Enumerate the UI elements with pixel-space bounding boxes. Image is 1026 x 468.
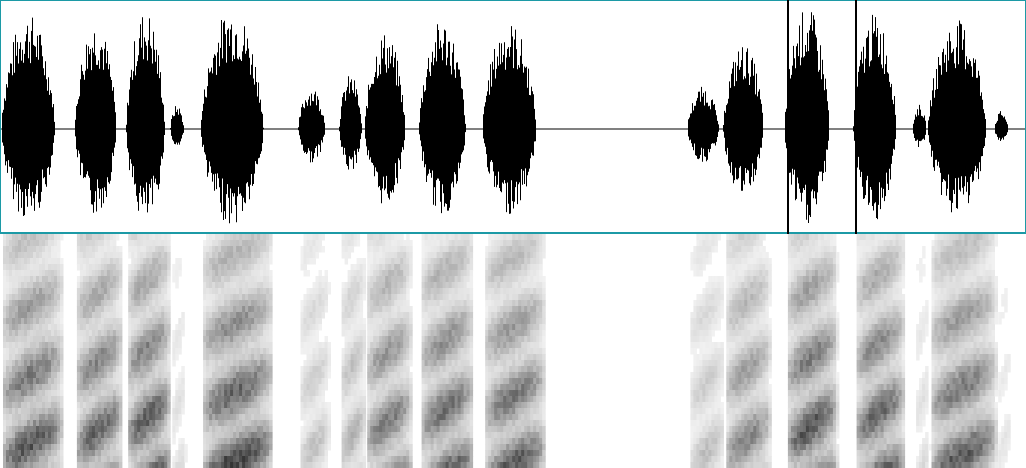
spectrogram-segment bbox=[690, 234, 724, 468]
selection-start-marker[interactable] bbox=[787, 0, 789, 234]
spectrogram-segment bbox=[787, 234, 840, 468]
spectrogram-segment bbox=[485, 234, 546, 468]
spectrogram-panel[interactable] bbox=[0, 234, 1026, 468]
spectrogram-segment bbox=[203, 234, 273, 468]
spectrogram-segment bbox=[76, 234, 123, 468]
waveform-graph[interactable] bbox=[1, 1, 1025, 232]
spectrogram-segment bbox=[726, 234, 772, 468]
spectrogram-segment bbox=[341, 234, 367, 468]
spectrogram-segment bbox=[421, 234, 474, 468]
waveform-panel[interactable] bbox=[0, 0, 1026, 234]
spectrogram-segment bbox=[856, 234, 906, 468]
spectrogram-segment bbox=[300, 234, 331, 468]
spectrogram-segment bbox=[998, 288, 1011, 468]
spectrogram-segment bbox=[172, 258, 188, 468]
spectrogram-segment bbox=[916, 246, 932, 468]
selection-end-marker[interactable] bbox=[855, 0, 857, 234]
spectrogram-segment bbox=[3, 234, 64, 468]
spectrogram-segment bbox=[367, 234, 413, 468]
spectrogram-graph[interactable] bbox=[0, 234, 1026, 468]
spectrogram-segment bbox=[128, 234, 171, 468]
waveform-trace bbox=[2, 12, 1008, 224]
spectrogram-segment bbox=[931, 234, 998, 468]
